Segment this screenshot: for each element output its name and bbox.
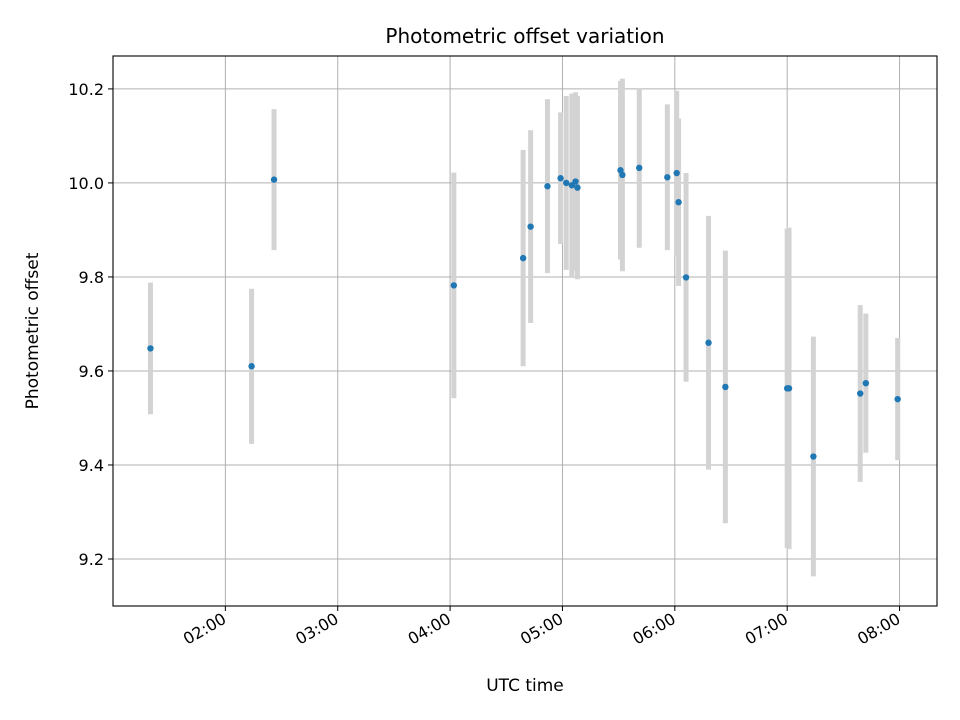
data-point: [572, 178, 579, 185]
data-point: [673, 169, 680, 177]
plot-frame: [112, 55, 938, 607]
y-tick-label: 9.4: [79, 456, 104, 475]
data-point: [450, 282, 458, 289]
data-point: [147, 345, 154, 352]
y-tick-label: 9.6: [79, 362, 104, 381]
data-point: [664, 174, 671, 181]
data-point: [619, 171, 626, 179]
data-point: [563, 179, 570, 187]
y-tick-label: 10.2: [68, 80, 104, 99]
data-point: [519, 254, 527, 262]
x-axis-label: UTC time: [486, 676, 564, 696]
data-point: [544, 183, 551, 190]
data-point: [270, 176, 278, 183]
data-point: [675, 198, 682, 206]
data-point: [636, 164, 643, 172]
data-point: [810, 453, 817, 460]
chart-title: Photometric offset variation: [385, 24, 664, 48]
data-points: [147, 164, 901, 460]
data-point: [248, 363, 255, 370]
y-axis-ticks: 9.2 9.4 9.6 9.8 10.0 10.2: [68, 80, 113, 569]
data-point: [682, 274, 690, 281]
data-point: [527, 223, 534, 230]
data-point: [785, 385, 793, 392]
y-tick-label: 9.8: [79, 268, 104, 287]
y-axis-label: Photometric offset: [23, 252, 43, 409]
data-point: [862, 379, 870, 387]
y-tick-label: 10.0: [68, 174, 104, 193]
data-point: [705, 339, 712, 346]
data-point: [857, 390, 864, 397]
y-tick-label: 9.2: [79, 550, 104, 569]
data-point: [894, 395, 901, 403]
data-point: [722, 383, 729, 391]
data-point: [574, 184, 581, 191]
data-point: [557, 175, 564, 182]
